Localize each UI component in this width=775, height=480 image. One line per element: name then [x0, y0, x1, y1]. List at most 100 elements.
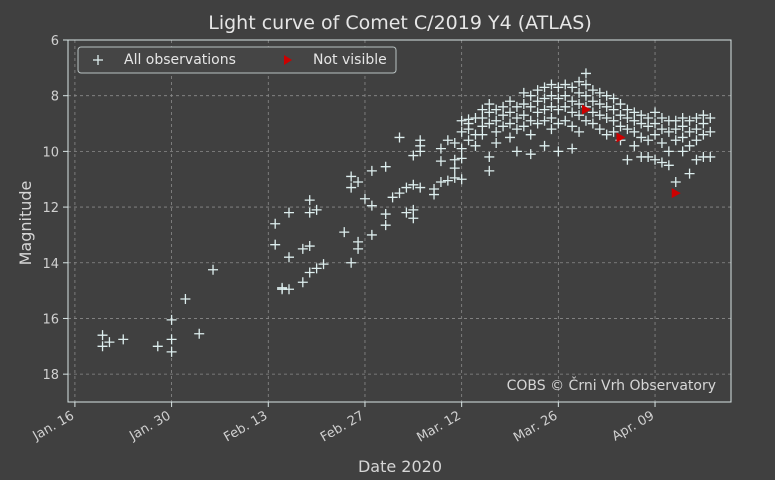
observation-point — [691, 124, 702, 135]
observation-point — [456, 174, 467, 185]
observation-point — [498, 101, 509, 112]
observation-point — [505, 107, 515, 118]
observation-point — [532, 118, 543, 129]
observation-point — [498, 110, 509, 121]
observation-point — [208, 264, 219, 275]
observation-point — [477, 104, 488, 115]
observation-point — [643, 151, 654, 162]
observation-point — [366, 165, 377, 176]
observation-point — [670, 135, 681, 146]
legend-triangle-icon — [284, 55, 292, 65]
observation-point — [456, 153, 467, 164]
observation-point — [470, 140, 481, 151]
observation-point — [491, 104, 502, 115]
observation-point — [580, 79, 591, 90]
observation-point — [650, 107, 661, 118]
observation-point — [574, 87, 585, 98]
observation-point — [698, 129, 709, 140]
observation-point — [429, 189, 440, 200]
observation-point — [394, 188, 405, 199]
observation-point — [567, 121, 578, 132]
observation-point — [449, 172, 460, 183]
observation-point — [463, 135, 474, 146]
observation-point — [539, 140, 550, 151]
observation-point — [366, 200, 377, 211]
y-axis-label: Magnitude — [16, 181, 35, 266]
observation-point — [180, 293, 191, 304]
observation-point — [346, 182, 357, 193]
observation-point — [104, 337, 115, 348]
legend-plus-icon — [93, 55, 103, 65]
observation-point — [608, 115, 619, 126]
observation-point — [698, 110, 709, 121]
observation-point — [553, 118, 564, 129]
observation-point — [408, 204, 419, 215]
observation-point — [484, 107, 495, 118]
observation-point — [574, 76, 585, 87]
observation-point — [622, 124, 633, 135]
observation-point — [311, 263, 322, 274]
observation-point — [518, 99, 529, 110]
observation-point — [705, 112, 716, 123]
observation-point — [166, 334, 177, 345]
observation-point — [401, 207, 412, 218]
observation-point — [270, 218, 281, 229]
observation-point — [677, 146, 688, 157]
data-points — [97, 68, 716, 357]
observation-point — [491, 126, 502, 137]
observation-point — [435, 177, 446, 188]
observation-point — [380, 209, 391, 220]
observation-point — [650, 129, 661, 140]
observation-point — [629, 140, 640, 151]
observation-point — [449, 154, 460, 165]
observation-point — [622, 154, 633, 165]
observation-point — [415, 140, 426, 151]
observation-point — [97, 341, 108, 352]
legend: All observations Not visible — [77, 46, 397, 74]
legend-label-all-observations: All observations — [124, 52, 236, 68]
observation-point — [553, 93, 564, 104]
observation-point — [484, 165, 495, 176]
observation-point — [587, 96, 598, 107]
y-tick-label: 6 — [51, 34, 59, 49]
observation-point — [463, 118, 474, 129]
observation-point — [580, 90, 591, 101]
observation-point — [304, 207, 315, 218]
observation-point — [546, 124, 557, 135]
observation-point — [670, 177, 681, 188]
observation-point — [594, 87, 605, 98]
observation-point — [353, 243, 364, 254]
observation-point — [587, 107, 598, 118]
observation-point — [270, 239, 281, 250]
x-axis-label: Date 2020 — [358, 457, 442, 476]
observation-point — [650, 118, 661, 129]
observation-point — [608, 104, 619, 115]
observation-point — [484, 118, 495, 129]
observation-point — [532, 96, 543, 107]
observation-point — [304, 267, 315, 278]
observation-point — [546, 79, 557, 90]
observation-point — [456, 115, 467, 126]
observation-point — [705, 151, 716, 162]
observation-point — [505, 132, 515, 143]
chart-title: Light curve of Comet C/2019 Y4 (ATLAS) — [208, 12, 592, 34]
observation-point — [435, 143, 446, 154]
observation-point — [394, 132, 405, 143]
legend-label-not-visible: Not visible — [313, 52, 387, 68]
observation-point — [587, 85, 598, 96]
observation-point — [698, 118, 709, 129]
observation-point — [677, 132, 688, 143]
observation-point — [380, 161, 391, 172]
observation-point — [587, 118, 598, 129]
observation-point — [615, 99, 626, 110]
observation-point — [525, 101, 536, 112]
observation-point — [449, 163, 460, 174]
observation-point — [511, 124, 522, 135]
observation-point — [663, 160, 674, 171]
observation-point — [435, 156, 446, 167]
observation-point — [539, 93, 550, 104]
observation-point — [387, 192, 398, 203]
observation-point — [691, 112, 702, 123]
observation-point — [539, 104, 550, 115]
observation-point — [622, 112, 633, 123]
